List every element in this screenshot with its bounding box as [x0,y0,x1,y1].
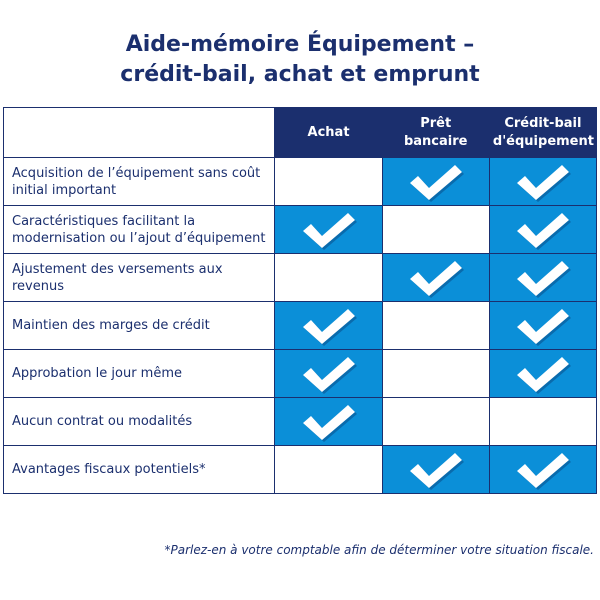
cell-credit-bail [488,397,598,446]
row-label: Caractéristiques facilitant la modernisa… [2,205,276,254]
cell-achat [274,349,383,398]
title-line-2: crédit-bail, achat et emprunt [120,62,480,87]
checkmark-icon [490,450,596,490]
checkmark-icon [383,162,489,202]
checkmark-icon [275,210,381,250]
table-row: Avantages fiscaux potentiels* [2,445,598,494]
row-label: Aucun contrat ou modalités [2,397,276,446]
checkmark-icon [383,450,489,490]
row-label: Ajustement des versements aux revenus [2,253,276,302]
row-label: Avantages fiscaux potentiels* [2,445,276,494]
cell-credit-bail [488,349,598,398]
footnote: *Parlez-en à votre comptable afin de dét… [164,543,594,557]
table-row: Aucun contrat ou modalités [2,397,598,446]
cell-achat [274,301,383,350]
cell-pret-bancaire [381,253,490,302]
cell-credit-bail [488,157,598,206]
checkmark-icon [275,402,381,442]
checkmark-icon [490,306,596,346]
row-label: Approbation le jour même [2,349,276,398]
table-body: Acquisition de l’équipement sans coût in… [2,157,598,494]
cell-pret-bancaire [381,205,490,254]
cell-pret-bancaire [381,397,490,446]
title-line-1: Aide-mémoire Équipement – [125,32,475,57]
cell-credit-bail [488,253,598,302]
header-credit-bail: Crédit-bail d'équipement [488,107,598,158]
cell-pret-bancaire [381,157,490,206]
table-row: Caractéristiques facilitant la modernisa… [2,205,598,254]
checkmark-icon [490,354,596,394]
table-row: Maintien des marges de crédit [2,301,598,350]
cell-achat [274,445,383,494]
header-corner [2,107,276,158]
comparison-table: Achat Prêt bancaire Crédit-bail d'équipe… [2,107,598,494]
checkmark-icon [383,258,489,298]
cell-credit-bail [488,301,598,350]
cell-pret-bancaire [381,301,490,350]
header-row: Achat Prêt bancaire Crédit-bail d'équipe… [2,107,598,158]
row-label: Maintien des marges de crédit [2,301,276,350]
cell-pret-bancaire [381,445,490,494]
checkmark-icon [490,258,596,298]
row-label: Acquisition de l’équipement sans coût in… [2,157,276,206]
checkmark-icon [490,210,596,250]
checkmark-icon [275,354,381,394]
checkmark-icon [275,306,381,346]
cell-pret-bancaire [381,349,490,398]
table-row: Approbation le jour même [2,349,598,398]
header-achat: Achat [274,107,383,158]
cell-achat [274,253,383,302]
page-title: Aide-mémoire Équipement – crédit-bail, a… [0,30,600,90]
table-row: Ajustement des versements aux revenus [2,253,598,302]
cell-credit-bail [488,445,598,494]
header-pret-bancaire: Prêt bancaire [381,107,490,158]
header-credit-bail-label: Crédit-bail d'équipement [492,115,594,149]
cell-credit-bail [488,205,598,254]
cell-achat [274,397,383,446]
checkmark-icon [490,162,596,202]
cell-achat [274,157,383,206]
table-row: Acquisition de l’équipement sans coût in… [2,157,598,206]
cell-achat [274,205,383,254]
header-pret-bancaire-label: Prêt bancaire [403,115,468,149]
